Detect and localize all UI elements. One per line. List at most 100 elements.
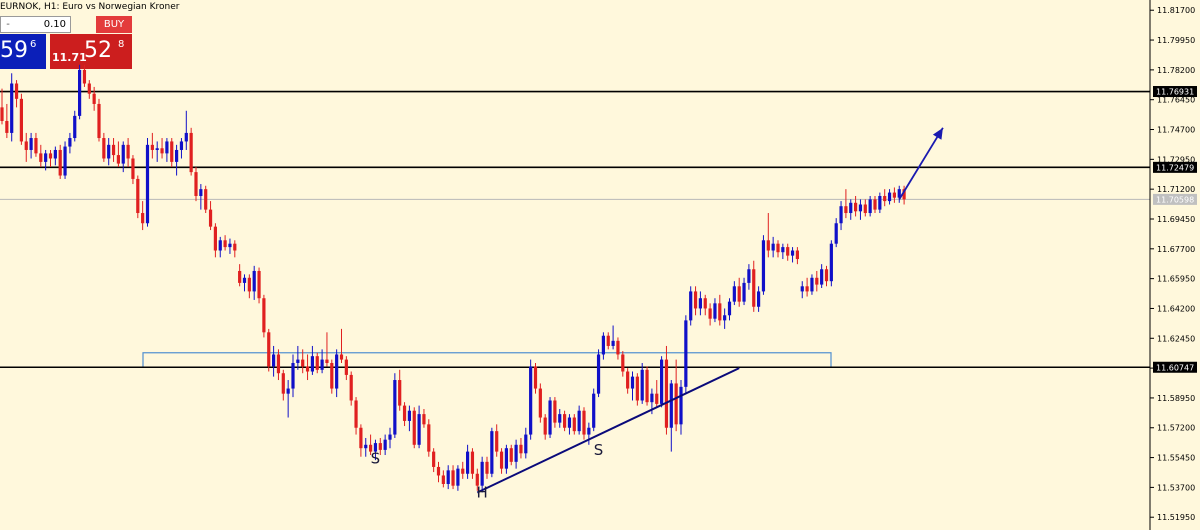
candle-body <box>383 439 387 450</box>
candle-body <box>703 298 707 309</box>
candle-body <box>14 83 19 99</box>
candle-body <box>854 202 858 212</box>
candle-body <box>427 424 431 452</box>
price-tag-label: 11.72479 <box>1156 163 1194 172</box>
candle-body <box>68 138 72 147</box>
candle-body <box>184 132 188 142</box>
candle-body <box>732 286 736 302</box>
candle-body <box>252 270 256 292</box>
candle-body <box>606 335 610 346</box>
candle-body <box>786 247 790 256</box>
candle-body <box>635 376 639 401</box>
candle-body <box>199 189 203 196</box>
candle-body <box>87 83 91 94</box>
candle-body <box>247 277 251 292</box>
candle-body <box>359 427 363 449</box>
candle-body <box>630 376 635 389</box>
projection-arrow[interactable] <box>898 127 944 200</box>
candle-body <box>398 380 402 406</box>
candle-body <box>281 373 285 394</box>
candle-body <box>815 277 819 285</box>
ascending-trendline[interactable] <box>476 367 740 494</box>
candle-body <box>679 386 683 425</box>
candle-body <box>490 431 494 474</box>
candle-body <box>228 243 232 248</box>
candle-body <box>325 359 329 363</box>
candle-body <box>301 359 305 367</box>
buy-price-button[interactable]: 11.71 52 8 <box>50 34 132 69</box>
y-tick-label: 11.74700 <box>1157 126 1195 135</box>
candle-body <box>204 189 208 210</box>
candle-body <box>136 178 140 214</box>
zone-group <box>142 352 832 368</box>
candle-body <box>257 270 261 299</box>
candle-body <box>757 291 761 307</box>
candle-body <box>78 69 82 116</box>
candle-body <box>742 282 746 302</box>
candle-body <box>262 298 266 333</box>
candle-body <box>538 388 542 418</box>
sell-price-button[interactable]: 59 6 <box>0 34 46 69</box>
drawings-group: S H S <box>371 127 944 502</box>
candles-group <box>0 64 906 493</box>
candle-body <box>499 451 504 469</box>
candle-body <box>218 240 222 251</box>
candle-body <box>766 240 770 251</box>
candle-body <box>179 141 184 150</box>
y-tick-label: 11.57200 <box>1157 424 1195 433</box>
buy-price-big-digits: 52 <box>84 38 112 63</box>
support-resistance-zone[interactable] <box>142 352 832 368</box>
y-tick-label: 11.79950 <box>1157 36 1195 45</box>
candle-body <box>684 320 688 387</box>
candle-body <box>441 475 445 484</box>
candle-body <box>790 250 795 256</box>
candle-body <box>276 354 281 374</box>
chart-title: EURNOK, H1: Euro vs Norwegian Kroner <box>0 2 180 12</box>
candle-body <box>558 414 562 423</box>
lot-size-field[interactable]: - 0.10 <box>0 16 71 33</box>
candle-body <box>567 417 572 428</box>
candle-body <box>10 83 14 133</box>
candle-body <box>805 286 809 292</box>
candle-body <box>126 144 130 159</box>
price-axis[interactable]: 11.81700 11.79950 11.78200 11.76450 11.74700… <box>1149 0 1197 530</box>
candle-body <box>849 202 853 214</box>
candle-body <box>145 144 150 224</box>
candle-body <box>310 356 314 372</box>
lot-decrease-button[interactable]: - <box>6 19 10 30</box>
candle-body <box>514 444 518 462</box>
candle-body <box>63 146 67 176</box>
candle-body <box>495 431 499 452</box>
buy-button[interactable]: BUY <box>96 16 132 33</box>
candle-body <box>160 148 164 154</box>
candle-body <box>82 69 87 84</box>
buy-price-pipette: 8 <box>118 39 125 50</box>
candle-body <box>839 206 843 224</box>
price-tag-label: 11.60747 <box>1156 363 1194 372</box>
candle-body <box>795 250 799 260</box>
candle-body <box>388 434 392 440</box>
y-tick-label: 11.81700 <box>1157 6 1195 15</box>
candle-body <box>456 468 460 486</box>
y-tick-label: 11.69450 <box>1157 215 1195 224</box>
candle-body <box>432 451 436 467</box>
candle-body <box>887 192 892 202</box>
candle-body <box>320 359 324 370</box>
lot-size-value[interactable]: 0.10 <box>43 19 66 30</box>
candle-body <box>543 417 547 435</box>
candle-body <box>834 223 838 244</box>
candle-body <box>305 366 310 372</box>
candle-body <box>369 444 373 452</box>
candle-body <box>873 199 877 210</box>
candle-body <box>713 303 717 319</box>
sell-price-pipette: 6 <box>30 39 37 50</box>
candle-body <box>470 451 475 474</box>
candle-body <box>674 383 678 425</box>
candle-body <box>601 335 605 355</box>
y-tick-label: 11.51950 <box>1157 513 1195 522</box>
candle-body <box>407 410 411 421</box>
candle-body <box>208 209 213 227</box>
candle-body <box>315 356 319 370</box>
candle-body <box>155 148 159 150</box>
